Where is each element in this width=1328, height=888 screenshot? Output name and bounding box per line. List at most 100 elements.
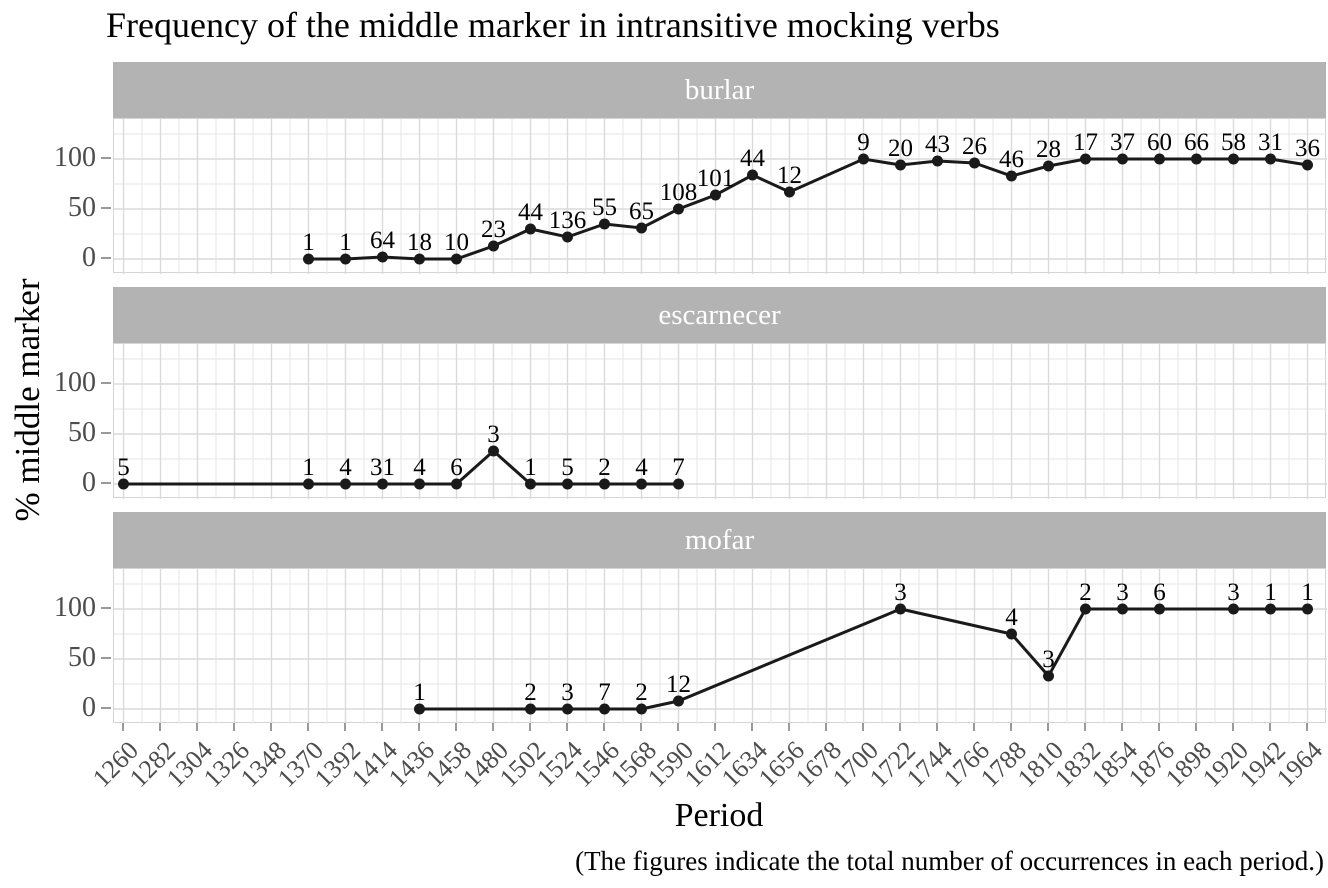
data-point-label: 18 xyxy=(407,229,432,256)
y-tick-label: 50 xyxy=(68,417,96,448)
data-point xyxy=(1154,603,1165,615)
data-point xyxy=(599,703,610,715)
data-point-label: 3 xyxy=(561,679,574,706)
data-point xyxy=(1154,153,1165,165)
data-point xyxy=(1228,153,1239,165)
y-tick-label: 0 xyxy=(82,242,96,273)
data-point-label: 108 xyxy=(660,179,698,206)
data-point xyxy=(562,703,573,715)
y-tick-mark xyxy=(101,607,111,609)
x-tick-mark xyxy=(454,723,457,731)
y-tick-label: 100 xyxy=(54,142,96,173)
data-point-label: 36 xyxy=(1295,135,1320,162)
data-point-label: 17 xyxy=(1073,129,1098,156)
data-point-label: 10 xyxy=(444,229,469,256)
data-point xyxy=(673,478,684,490)
data-point-label: 4 xyxy=(339,454,352,481)
data-point-label: 26 xyxy=(962,133,987,160)
x-tick-mark xyxy=(972,723,975,731)
data-point-label: 60 xyxy=(1147,129,1172,156)
y-tick-mark xyxy=(101,707,111,709)
x-tick-mark xyxy=(491,723,494,731)
data-point xyxy=(525,478,536,490)
data-point xyxy=(1302,159,1313,171)
x-tick-mark xyxy=(306,723,309,731)
data-point-label: 5 xyxy=(561,454,574,481)
data-point-label: 1 xyxy=(1264,579,1277,606)
x-tick-mark xyxy=(1083,723,1086,731)
facet-strip-mofar: mofar xyxy=(113,512,1326,568)
data-point-label: 3 xyxy=(1116,579,1129,606)
data-point xyxy=(636,222,647,234)
data-point-label: 2 xyxy=(635,679,648,706)
data-point-label: 64 xyxy=(370,227,396,254)
facet-panel-burlar: 1 1 64 18 10 23 44 136 55 65 108 101 44 12 9 20 43 26 46 28… xyxy=(113,118,1327,274)
data-point-label: 3 xyxy=(1042,646,1055,673)
data-point xyxy=(118,478,129,490)
data-point-label: 66 xyxy=(1184,129,1209,156)
data-point xyxy=(1080,153,1091,165)
x-tick-mark xyxy=(1231,723,1234,731)
data-point xyxy=(340,478,351,490)
data-point xyxy=(599,218,610,230)
x-tick-mark xyxy=(158,723,161,731)
data-point xyxy=(1043,670,1054,682)
x-tick-mark xyxy=(824,723,827,731)
data-point-label: 3 xyxy=(1227,579,1240,606)
data-point-label: 4 xyxy=(635,454,648,481)
data-point-label: 65 xyxy=(629,198,654,225)
data-point xyxy=(1265,153,1276,165)
data-point-label: 6 xyxy=(1153,579,1166,606)
data-point-label: 23 xyxy=(481,216,506,243)
y-tick-label: 100 xyxy=(54,367,96,398)
data-point xyxy=(414,253,425,265)
data-point-label: 4 xyxy=(413,454,426,481)
data-point xyxy=(1006,628,1017,640)
x-tick-mark xyxy=(1268,723,1271,731)
facet-strip-escarnecer: escarnecer xyxy=(113,287,1326,343)
data-point xyxy=(414,478,425,490)
data-point xyxy=(747,169,758,181)
y-tick-label: 0 xyxy=(82,692,96,723)
y-tick-mark xyxy=(101,157,111,159)
x-tick-mark xyxy=(935,723,938,731)
data-point-label: 3 xyxy=(894,579,907,606)
x-tick-mark xyxy=(232,723,235,731)
data-point-label: 55 xyxy=(592,194,617,221)
data-point xyxy=(673,203,684,215)
figure-caption: (The figures indicate the total number o… xyxy=(575,846,1324,876)
y-tick-mark xyxy=(101,482,111,484)
data-point xyxy=(636,478,647,490)
data-point-label: 20 xyxy=(888,135,913,162)
facet-panel-mofar: 1 2 3 7 2 12 3 4 3 2 3 6 3 1 1 xyxy=(113,568,1327,724)
x-tick-mark xyxy=(602,723,605,731)
y-tick-label: 100 xyxy=(54,592,96,623)
x-tick-mark xyxy=(269,723,272,731)
series-line xyxy=(123,448,679,486)
facet-strip-label: mofar xyxy=(684,523,755,556)
x-tick-mark xyxy=(528,723,531,731)
data-point-label: 31 xyxy=(370,454,395,481)
data-point-label: 44 xyxy=(740,145,766,172)
data-point-label: 1 xyxy=(302,454,315,481)
data-point-label: 28 xyxy=(1036,136,1061,163)
x-tick-mark xyxy=(195,723,198,731)
x-tick-mark xyxy=(380,723,383,731)
data-point xyxy=(858,153,869,165)
data-point-label: 1 xyxy=(524,454,537,481)
data-point xyxy=(1265,603,1276,615)
data-point xyxy=(377,478,388,490)
data-point xyxy=(451,478,462,490)
data-point xyxy=(377,251,388,263)
x-tick-mark xyxy=(121,723,124,731)
data-point-label: 31 xyxy=(1258,129,1283,156)
data-point xyxy=(969,157,980,169)
data-point xyxy=(895,159,906,171)
y-tick-label: 0 xyxy=(82,467,96,498)
y-tick-mark xyxy=(101,432,111,434)
data-point xyxy=(1117,153,1128,165)
data-point-label: 7 xyxy=(672,454,685,481)
data-point xyxy=(525,703,536,715)
panel-canvas: 5 1 4 31 4 631 5 2 4 7 xyxy=(114,344,1327,499)
